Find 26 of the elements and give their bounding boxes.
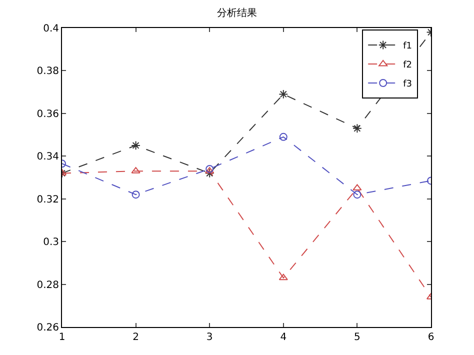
point [278,274,288,280]
x-tick-label: 2 [132,332,139,343]
y-tick-label: 0.32 [36,194,59,206]
x-tick-label: 4 [280,332,287,343]
y-tick-label: 0.38 [36,66,59,78]
chart-title: 分析结果 [217,6,257,19]
y-tick-label: 0.3 [43,237,59,248]
y-tick-label: 0.4 [43,24,59,34]
point [204,168,214,178]
point [353,190,362,199]
x-tick-label: 6 [428,332,434,343]
y-tick-label: 0.28 [36,280,59,291]
legend-label: f2 [403,60,412,71]
point [279,132,288,141]
x-tick-label: 5 [354,332,360,343]
legend-label: f1 [403,42,412,52]
point [352,124,362,134]
point [132,190,140,199]
y-tick-label: 0.26 [36,322,59,334]
x-tick-label: 1 [58,332,66,343]
legend-label: f3 [403,80,412,90]
x-tick-label: 3 [206,332,213,343]
y-tick-label: 0.34 [36,152,59,163]
point [278,90,288,99]
y-tick-label: 0.36 [36,108,59,120]
point [131,140,140,150]
